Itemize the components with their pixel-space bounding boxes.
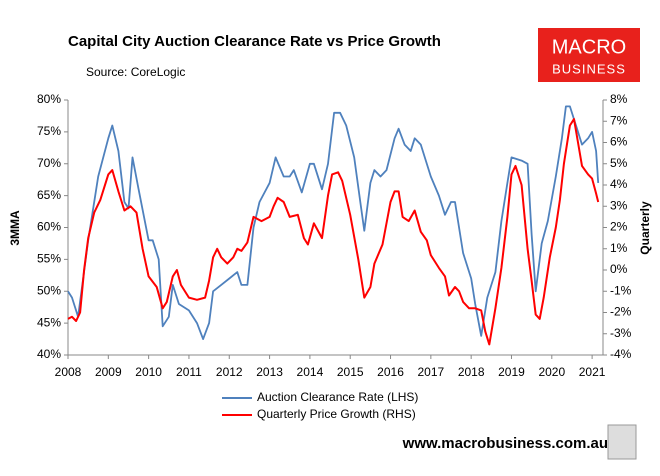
y2-tick-label: -4%	[610, 347, 632, 361]
y-tick-label: 70%	[37, 156, 61, 170]
y2-axis-label: Quarterly	[638, 201, 652, 255]
logo	[538, 28, 640, 82]
series-line	[67, 118, 600, 346]
y2-tick-label: 8%	[610, 92, 628, 106]
x-tick-label: 2020	[538, 365, 565, 379]
subtitle: Source: CoreLogic	[86, 65, 185, 79]
x-tick-label: 2016	[377, 365, 404, 379]
website: www.macrobusiness.com.au	[402, 435, 608, 452]
x-tick-label: 2010	[135, 365, 162, 379]
y-tick-label: 45%	[37, 315, 61, 329]
x-tick-label: 2009	[95, 365, 122, 379]
y-tick-label: 75%	[37, 124, 61, 138]
y-tick-label: 55%	[37, 252, 61, 266]
x-tick-label: 2008	[55, 365, 82, 379]
y2-tick-label: 2%	[610, 220, 628, 234]
logo-bottom: BUSINESS	[552, 61, 626, 76]
y-tick-label: 60%	[37, 220, 61, 234]
x-tick-label: 2014	[297, 365, 324, 379]
y-tick-label: 50%	[37, 283, 61, 297]
y2-tick-label: 5%	[610, 156, 628, 170]
y2-tick-label: 0%	[610, 262, 628, 276]
y2-tick-label: -2%	[610, 305, 632, 319]
chart-title: Capital City Auction Clearance Rate vs P…	[68, 33, 441, 50]
x-tick-label: 2018	[458, 365, 485, 379]
y-tick-label: 65%	[37, 188, 61, 202]
y2-tick-label: 1%	[610, 241, 628, 255]
y-tick-label: 40%	[37, 347, 61, 361]
y2-tick-label: 4%	[610, 177, 628, 191]
y2-tick-label: 7%	[610, 113, 628, 127]
y-axis-label: 3MMA	[8, 210, 22, 246]
x-tick-label: 2019	[498, 365, 525, 379]
x-tick-label: 2021	[579, 365, 606, 379]
x-tick-label: 2012	[216, 365, 243, 379]
x-tick-label: 2015	[337, 365, 364, 379]
wolf-icon	[607, 424, 637, 460]
y2-tick-label: 3%	[610, 198, 628, 212]
y2-tick-label: -3%	[610, 326, 632, 340]
logo-top: MACRO	[552, 36, 626, 58]
x-tick-label: 2011	[176, 365, 202, 379]
legend-label: Quarterly Price Growth (RHS)	[257, 407, 416, 421]
x-tick-label: 2017	[417, 365, 444, 379]
y2-tick-label: -1%	[610, 283, 632, 297]
y2-tick-label: 6%	[610, 135, 628, 149]
series-line	[67, 105, 600, 340]
x-tick-label: 2013	[256, 365, 283, 379]
y-tick-label: 80%	[37, 92, 61, 106]
legend-label: Auction Clearance Rate (LHS)	[257, 390, 418, 404]
